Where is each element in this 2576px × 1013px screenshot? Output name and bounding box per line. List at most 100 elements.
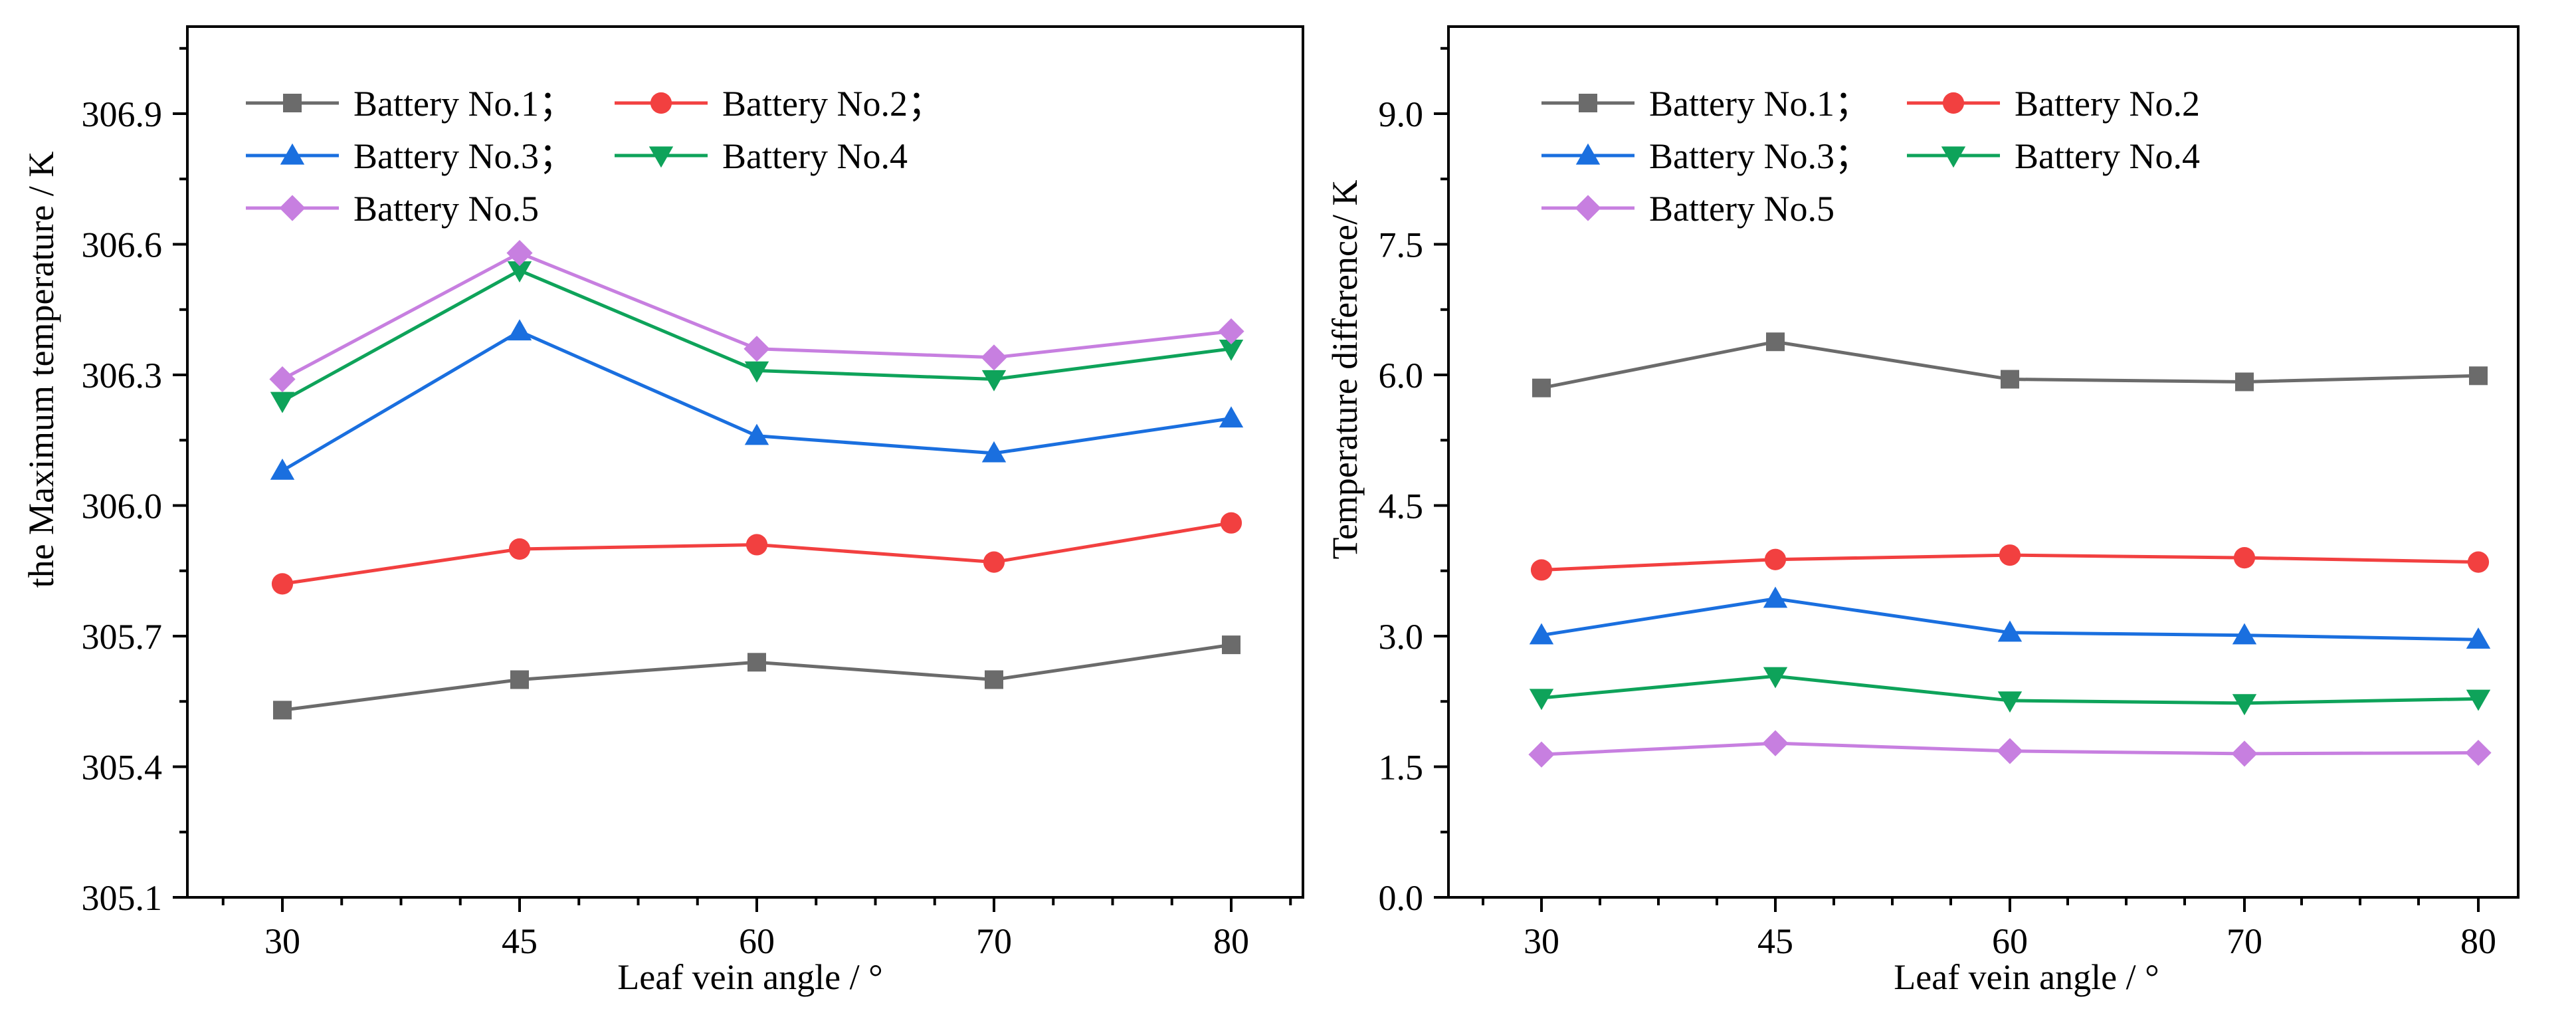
right-y-tick-label: 0.0 <box>1379 878 1424 918</box>
left-legend-label: Battery No.5 <box>353 189 539 229</box>
right-x-tick-label: 30 <box>1524 921 1559 961</box>
right-data-point <box>1532 378 1551 397</box>
left-data-point <box>1219 340 1244 361</box>
left-y-tick-label: 306.3 <box>82 356 163 395</box>
right-legend-marker <box>1575 143 1601 165</box>
left-data-point <box>1219 406 1244 428</box>
left-x-tick-label: 60 <box>739 921 775 961</box>
right-y-tick-label: 9.0 <box>1379 94 1424 134</box>
right-legend: Battery No.1； Battery No.2 Battery No.3； Ba… <box>1541 84 2200 229</box>
left-y-tick-label: 305.7 <box>82 617 163 657</box>
left-data-point <box>981 370 1007 392</box>
right-data-point <box>2466 689 2491 711</box>
right-legend-label: Battery No.4 <box>2015 136 2200 176</box>
left-data-point <box>1222 635 1240 655</box>
left-data-point <box>744 423 769 445</box>
right-data-point <box>1530 559 1553 581</box>
left-y-tick-label: 305.1 <box>82 878 163 918</box>
right-data-point <box>2232 694 2257 716</box>
left-legend: Battery No.1； Battery No.2； Battery No.3； B… <box>246 84 943 229</box>
left-data-point <box>1220 512 1242 534</box>
right-data-point <box>2466 627 2491 649</box>
right-data-point <box>2233 547 2256 569</box>
right-legend-label: Battery No.5 <box>1649 189 1834 229</box>
left-legend-marker <box>279 195 306 221</box>
right-y-tick-label: 4.5 <box>1379 487 1424 526</box>
right-x-tick-label: 70 <box>2227 921 2262 961</box>
right-y-tick-label: 7.5 <box>1379 225 1424 265</box>
left-y-tick-label: 305.4 <box>82 748 163 788</box>
left-data-point <box>1218 318 1244 345</box>
left-data-point <box>271 573 294 595</box>
right-data-point <box>2231 740 2258 767</box>
left-data-point <box>983 551 1005 573</box>
left-y-tick-label: 306.6 <box>82 225 163 265</box>
right-data-point <box>2467 551 2490 573</box>
right-data-point <box>2465 739 2492 766</box>
right-y-tick-label: 6.0 <box>1379 356 1424 395</box>
left-data-point <box>743 336 770 362</box>
right-legend-label: Battery No.3； <box>1649 136 1870 176</box>
right-data-point <box>1529 623 1554 645</box>
left-data-point <box>745 534 768 556</box>
left-legend-label: Battery No.3； <box>353 136 575 176</box>
right-data-point <box>1766 332 1785 352</box>
right-legend-label: Battery No.2 <box>2015 84 2200 124</box>
left-plot-area: 305.1 305.4 305.7 306.0 306.3 306.6 306.9 30 45 6… <box>82 25 1304 961</box>
right-legend-marker <box>1941 146 1966 168</box>
right-chart-temperature-difference: 0.0 1.5 3.0 4.5 6.0 7.5 9.0 30 45 60 70 80 Battery N… <box>1325 25 2520 997</box>
right-data-point <box>1997 620 2023 642</box>
left-x-tick-label: 45 <box>502 921 538 961</box>
left-y-axis-label: the Maximum temperature / K <box>21 152 61 588</box>
left-legend-marker <box>650 92 672 114</box>
right-data-point <box>1762 730 1789 756</box>
left-data-point <box>508 538 531 560</box>
left-legend-marker <box>648 146 674 168</box>
left-data-point <box>273 701 292 720</box>
left-data-point <box>747 653 766 672</box>
left-data-point <box>507 261 532 282</box>
right-legend-marker <box>1579 94 1597 112</box>
right-y-tick-label: 3.0 <box>1379 617 1424 657</box>
right-y-axis-label: Temperature difference/ K <box>1325 180 1365 560</box>
left-y-tick-label: 306.9 <box>82 94 163 134</box>
right-x-tick-label: 60 <box>1992 921 2028 961</box>
right-data-point <box>1997 691 2023 713</box>
left-data-point <box>985 670 1003 689</box>
right-data-point <box>2235 372 2254 392</box>
right-data-point <box>2001 370 2019 389</box>
right-legend-marker <box>1942 92 1965 114</box>
right-data-point <box>1999 544 2021 566</box>
right-x-tick-label: 45 <box>1757 921 1793 961</box>
right-data-point <box>2232 623 2257 645</box>
right-plot-frame <box>1447 25 2520 899</box>
right-y-tick-label: 1.5 <box>1379 748 1424 788</box>
left-data-point <box>507 319 532 341</box>
left-y-tick-label: 306.0 <box>82 487 163 526</box>
right-data-point <box>1528 741 1555 768</box>
right-plot-area: 0.0 1.5 3.0 4.5 6.0 7.5 9.0 30 45 60 70 80 Battery N… <box>1379 25 2520 961</box>
left-data-point <box>270 392 295 413</box>
right-data-point <box>1763 667 1788 689</box>
left-x-tick-label: 80 <box>1213 921 1249 961</box>
right-x-tick-label: 80 <box>2460 921 2496 961</box>
left-legend-marker <box>280 143 305 165</box>
left-x-tick-label: 70 <box>976 921 1012 961</box>
right-data-point <box>1764 548 1787 570</box>
left-x-axis-label: Leaf vein angle / ° <box>617 957 882 997</box>
left-legend-label: Battery No.4 <box>722 136 908 176</box>
left-x-tick-label: 30 <box>264 921 300 961</box>
right-legend-marker <box>1575 195 1601 221</box>
left-data-point <box>270 458 295 480</box>
left-data-point <box>981 441 1007 463</box>
right-legend-label: Battery No.1； <box>1649 84 1870 124</box>
left-plot-frame <box>186 25 1304 899</box>
left-data-point <box>981 344 1007 371</box>
left-legend-marker <box>283 94 302 112</box>
right-data-point <box>1763 586 1788 608</box>
left-data-point <box>744 361 769 383</box>
left-chart-max-temperature: 305.1 305.4 305.7 306.0 306.3 306.6 306.9 30 45 6… <box>21 25 1304 997</box>
right-data-point <box>1997 738 2023 764</box>
right-data-point <box>2469 366 2488 386</box>
